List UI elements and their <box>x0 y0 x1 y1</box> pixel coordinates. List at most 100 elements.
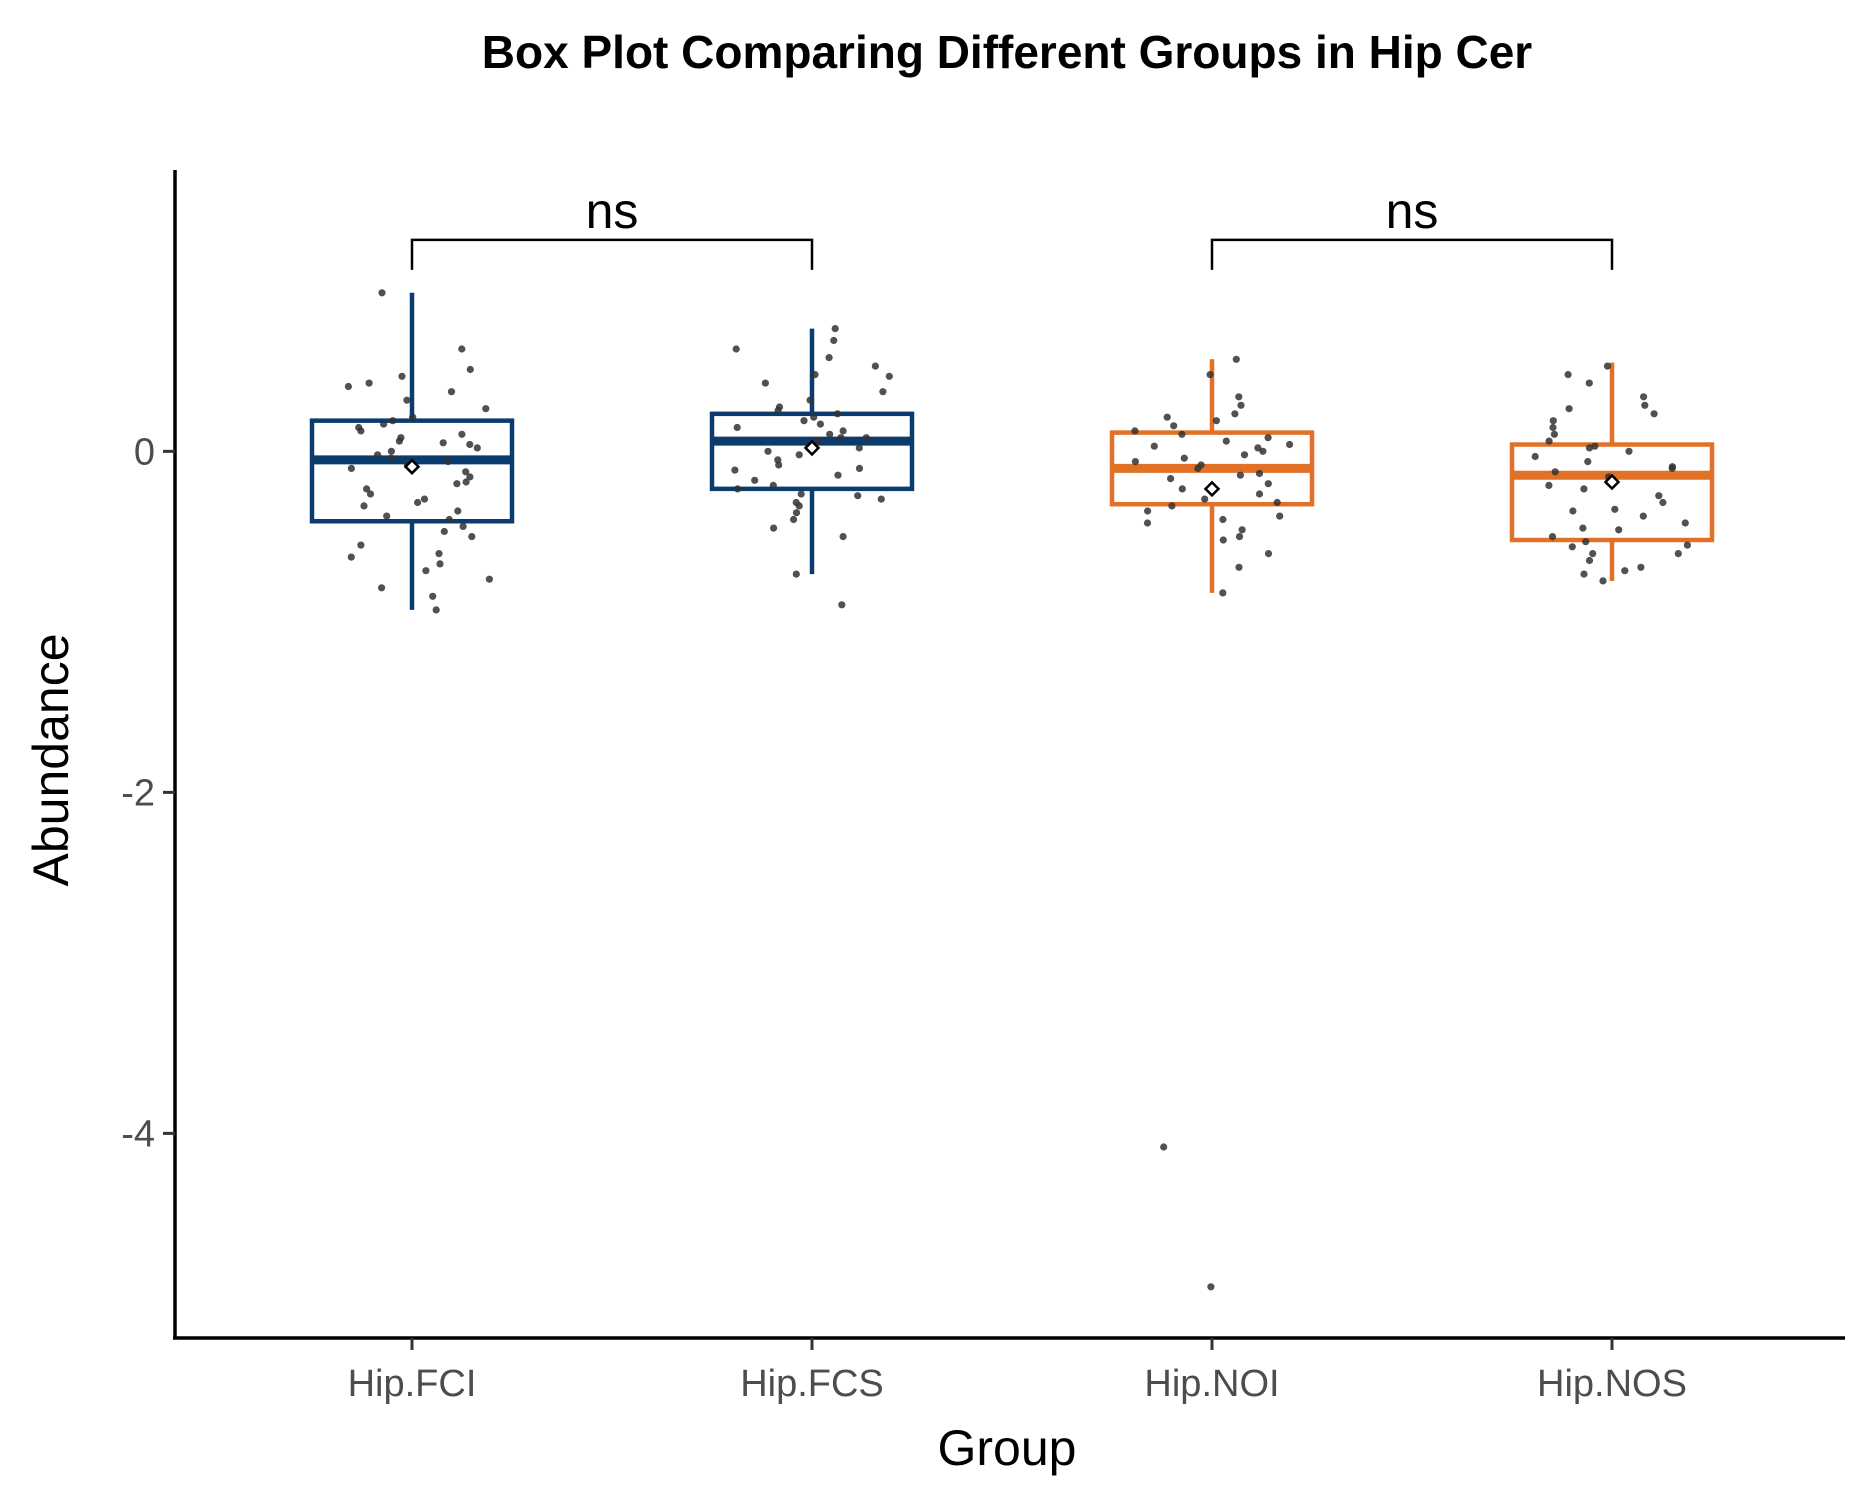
data-point <box>447 388 456 396</box>
data-point <box>732 345 740 353</box>
significance-bracket: ns <box>410 183 814 270</box>
data-point <box>770 524 778 532</box>
data-point <box>473 444 481 452</box>
data-point <box>468 533 476 541</box>
significance-label: ns <box>1386 183 1439 239</box>
data-point <box>1531 452 1539 461</box>
data-point <box>1236 471 1244 479</box>
data-point <box>1212 417 1220 425</box>
data-point <box>1178 430 1186 438</box>
data-point <box>1144 507 1152 515</box>
data-point <box>347 464 355 472</box>
data-point <box>355 423 363 432</box>
y-axis-title: Abundance <box>23 633 79 886</box>
y-tick-label: 0 <box>134 431 155 473</box>
data-point <box>380 420 388 428</box>
data-point <box>378 584 386 592</box>
data-point <box>834 471 842 479</box>
data-point <box>458 345 466 353</box>
data-point <box>1655 492 1663 500</box>
data-point <box>816 420 825 428</box>
data-point <box>1235 533 1244 541</box>
data-point <box>877 495 885 503</box>
data-point <box>1255 490 1264 498</box>
data-point <box>422 567 430 575</box>
data-point <box>485 575 493 583</box>
data-point <box>436 560 444 568</box>
data-point <box>769 481 777 489</box>
data-point <box>1549 423 1557 432</box>
data-point <box>439 439 447 447</box>
data-point <box>1579 524 1587 532</box>
data-point <box>1640 393 1648 401</box>
data-point <box>792 509 801 517</box>
data-point <box>397 434 405 442</box>
data-point <box>862 434 870 442</box>
data-point <box>1551 468 1559 476</box>
data-point <box>347 553 355 561</box>
data-point <box>1197 461 1205 469</box>
data-point <box>764 447 772 455</box>
data-point <box>810 413 818 421</box>
data-point <box>1240 451 1249 459</box>
data-point <box>1255 469 1264 478</box>
data-point <box>389 417 397 425</box>
data-point <box>1621 567 1629 575</box>
data-point <box>387 454 395 462</box>
data-point <box>387 447 395 455</box>
data-point <box>1584 458 1592 466</box>
data-point <box>1206 371 1214 379</box>
data-point <box>751 476 759 484</box>
data-point <box>462 478 470 486</box>
data-point <box>800 417 808 425</box>
data-point <box>1231 410 1239 418</box>
data-point <box>1131 458 1139 466</box>
data-point <box>1143 519 1152 527</box>
data-point <box>453 480 461 488</box>
data-point <box>839 427 847 435</box>
data-point <box>1264 480 1272 488</box>
data-point <box>398 372 406 380</box>
data-point <box>1286 440 1294 449</box>
data-point <box>833 410 842 418</box>
data-point <box>1550 430 1558 438</box>
data-point <box>1650 410 1658 418</box>
data-point <box>797 490 805 498</box>
x-axis-title: Group <box>938 1420 1077 1476</box>
data-point <box>1273 498 1281 507</box>
data-point <box>1681 519 1689 527</box>
data-point <box>1545 437 1553 445</box>
data-point <box>795 451 803 459</box>
data-point <box>854 492 862 500</box>
data-point <box>1591 442 1599 450</box>
data-point <box>1568 543 1576 551</box>
data-point <box>366 490 375 498</box>
data-point <box>826 430 834 438</box>
data-point <box>1219 536 1227 544</box>
data-point <box>774 456 782 464</box>
data-point <box>429 592 437 600</box>
data-point <box>1611 505 1619 513</box>
data-point <box>1178 485 1186 493</box>
data-point <box>838 601 846 609</box>
data-point <box>1637 563 1645 571</box>
box-body <box>1509 442 1715 543</box>
data-point <box>365 379 373 387</box>
data-point <box>1545 481 1553 489</box>
data-point <box>383 512 391 520</box>
data-point <box>1683 541 1691 549</box>
y-tick-label: -4 <box>121 1113 155 1155</box>
data-point <box>1599 577 1607 585</box>
data-point <box>1163 413 1171 421</box>
data-point <box>409 413 417 421</box>
data-point <box>1582 538 1590 546</box>
bracket-line <box>410 238 814 270</box>
data-point <box>1276 512 1284 520</box>
data-point <box>1639 512 1647 520</box>
data-point <box>1603 362 1612 370</box>
bracket-line <box>1210 238 1614 270</box>
data-point <box>1170 422 1178 430</box>
data-point <box>733 423 741 432</box>
significance-label: ns <box>586 183 639 239</box>
data-point <box>1580 485 1588 493</box>
